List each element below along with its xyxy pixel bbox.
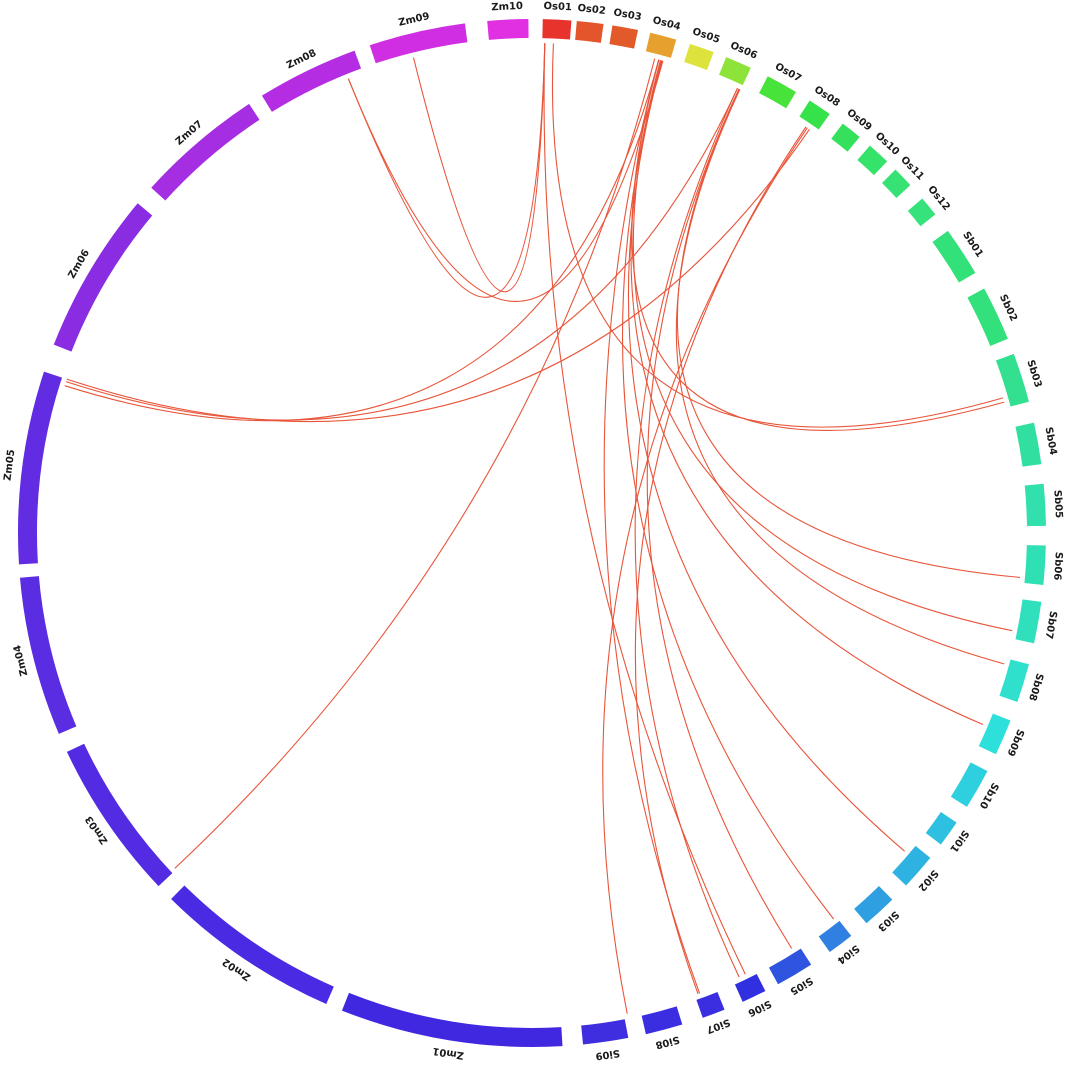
chromosome-block-zm02	[171, 885, 334, 1005]
synteny-link	[66, 128, 810, 423]
chromosome-block-os12	[907, 198, 936, 227]
synteny-link	[64, 59, 660, 422]
chromosome-label-si09: Si09	[595, 1047, 621, 1061]
chromosome-block-os04	[645, 32, 677, 58]
synteny-link	[347, 60, 664, 302]
chromosome-block-si01	[925, 811, 957, 845]
synteny-link	[632, 59, 1013, 632]
chromosome-block-si03	[854, 886, 893, 924]
chromosome-label-si07: Si07	[705, 1016, 732, 1035]
chromosome-label-sb09: Sb09	[1004, 727, 1025, 757]
chromosome-block-si06	[734, 974, 766, 1002]
chromosome-label-os01: Os01	[543, 1, 572, 13]
chromosome-label-si04: Si04	[835, 942, 861, 966]
chromosome-label-si08: Si08	[654, 1033, 681, 1050]
synteny-link	[347, 43, 546, 298]
chromosome-block-os11	[882, 169, 911, 198]
synteny-link	[603, 59, 701, 994]
chromosome-label-si01: Si01	[947, 828, 970, 854]
chromosome-label-sb06: Sb06	[1051, 552, 1064, 581]
synteny-link	[602, 127, 808, 1014]
synteny-link	[675, 89, 1005, 665]
synteny-link	[622, 60, 835, 920]
chromosome-block-os09	[831, 123, 860, 152]
chromosome-label-sb02: Sb02	[997, 293, 1019, 323]
synteny-link	[676, 88, 1021, 578]
chromosome-block-sb06	[1024, 545, 1046, 585]
chromosome-block-si07	[696, 991, 725, 1018]
chromosome-block-sb02	[967, 288, 1008, 346]
chromosome-block-sb01	[932, 230, 976, 283]
chromosome-label-sb08: Sb08	[1026, 672, 1045, 702]
synteny-link	[630, 59, 984, 726]
chromosome-block-si02	[892, 845, 931, 886]
chromosome-block-zm06	[53, 203, 153, 352]
chromosome-label-os03: Os03	[613, 7, 643, 23]
chromosome-block-sb10	[950, 762, 988, 807]
chromosome-blocks	[18, 19, 1046, 1047]
chromosome-block-zm04	[19, 576, 77, 734]
chromosome-block-si05	[768, 948, 812, 985]
synteny-link	[543, 43, 746, 975]
chromosome-label-os07: Os07	[773, 61, 803, 84]
chromosome-block-sb08	[999, 659, 1029, 703]
chromosome-label-sb10: Sb10	[977, 780, 1001, 810]
chromosome-block-zm07	[151, 103, 260, 201]
chromosome-label-si06: Si06	[746, 998, 773, 1019]
chromosome-label-sb07: Sb07	[1043, 610, 1059, 640]
chromosome-block-sb04	[1015, 422, 1042, 467]
synteny-links	[64, 43, 1021, 1014]
chromosome-block-os01	[542, 19, 572, 40]
chromosome-label-si02: Si02	[916, 867, 940, 893]
chromosome-block-os05	[684, 43, 714, 70]
chromosome-label-sb03: Sb03	[1024, 359, 1043, 389]
chromosome-block-os10	[857, 145, 888, 176]
chromosome-block-zm01	[341, 992, 563, 1047]
chromosome-label-zm05: Zm05	[2, 449, 17, 482]
chromosome-block-os07	[759, 76, 796, 109]
chromosome-block-os03	[609, 25, 638, 49]
chromosome-label-sb04: Sb04	[1043, 426, 1059, 456]
chromosome-label-sb05: Sb05	[1051, 490, 1064, 519]
synteny-link	[412, 43, 546, 293]
chromosome-block-si09	[581, 1019, 629, 1045]
synteny-link	[65, 87, 738, 421]
chromosome-label-zm10: Zm10	[491, 1, 523, 13]
chromosome-label-zm09: Zm09	[397, 11, 430, 29]
synteny-link	[646, 88, 793, 949]
synteny-link	[634, 87, 740, 978]
chromosome-label-zm04: Zm04	[12, 644, 30, 677]
chromosome-block-zm09	[369, 23, 468, 64]
chromosome-block-sb05	[1024, 483, 1046, 527]
chromosome-label-os05: Os05	[691, 26, 721, 46]
chromosome-block-zm03	[66, 743, 173, 887]
chromosome-block-si04	[818, 920, 852, 952]
chromosome-block-zm08	[261, 50, 362, 112]
chromosome-block-zm05	[18, 371, 63, 565]
chromosome-label-zm08: Zm08	[285, 48, 318, 72]
chromosome-block-sb03	[995, 353, 1029, 407]
chromosome-block-si08	[641, 1006, 683, 1035]
chromosome-block-os08	[799, 100, 830, 130]
synteny-link	[634, 126, 807, 995]
chromosome-label-zm01: Zm01	[432, 1045, 465, 1061]
chromosome-block-sb09	[978, 713, 1011, 755]
chromosome-label-si05: Si05	[788, 974, 815, 996]
chromosome-label-os02: Os02	[577, 3, 606, 17]
synteny-link	[174, 58, 656, 869]
chromosome-block-os06	[719, 57, 751, 86]
chromosome-label-os04: Os04	[651, 15, 681, 33]
chromosome-block-os02	[575, 20, 604, 43]
chromosome-label-os06: Os06	[728, 40, 758, 61]
chromosome-label-si03: Si03	[875, 908, 901, 933]
chromosome-block-zm10	[487, 19, 529, 40]
chromosome-block-sb07	[1015, 599, 1042, 644]
synteny-link	[627, 60, 905, 852]
